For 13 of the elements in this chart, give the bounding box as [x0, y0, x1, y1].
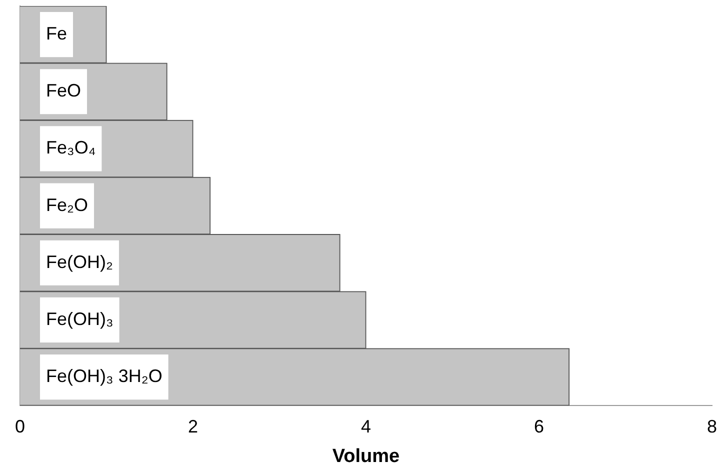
- x-tick-label: 6: [534, 416, 544, 436]
- y-tick-label: Fe₂O: [46, 194, 88, 215]
- x-axis-title: Volume: [332, 446, 400, 467]
- x-tick-label: 0: [14, 416, 26, 436]
- y-tick-label: Fe₃O₄: [46, 138, 96, 158]
- y-tick-label: Fe(OH)₃: [46, 308, 114, 329]
- y-tick-label: FeO: [46, 80, 82, 101]
- y-tick-label: Fe: [46, 24, 68, 44]
- y-tick-label: Fe(OH)₂: [46, 252, 113, 272]
- x-tick-label: 4: [360, 416, 372, 436]
- x-tick-label: 2: [188, 416, 198, 436]
- y-tick-label: Fe(OH)₃ 3H₂O: [46, 366, 162, 386]
- x-tick-label: 8: [706, 416, 717, 436]
